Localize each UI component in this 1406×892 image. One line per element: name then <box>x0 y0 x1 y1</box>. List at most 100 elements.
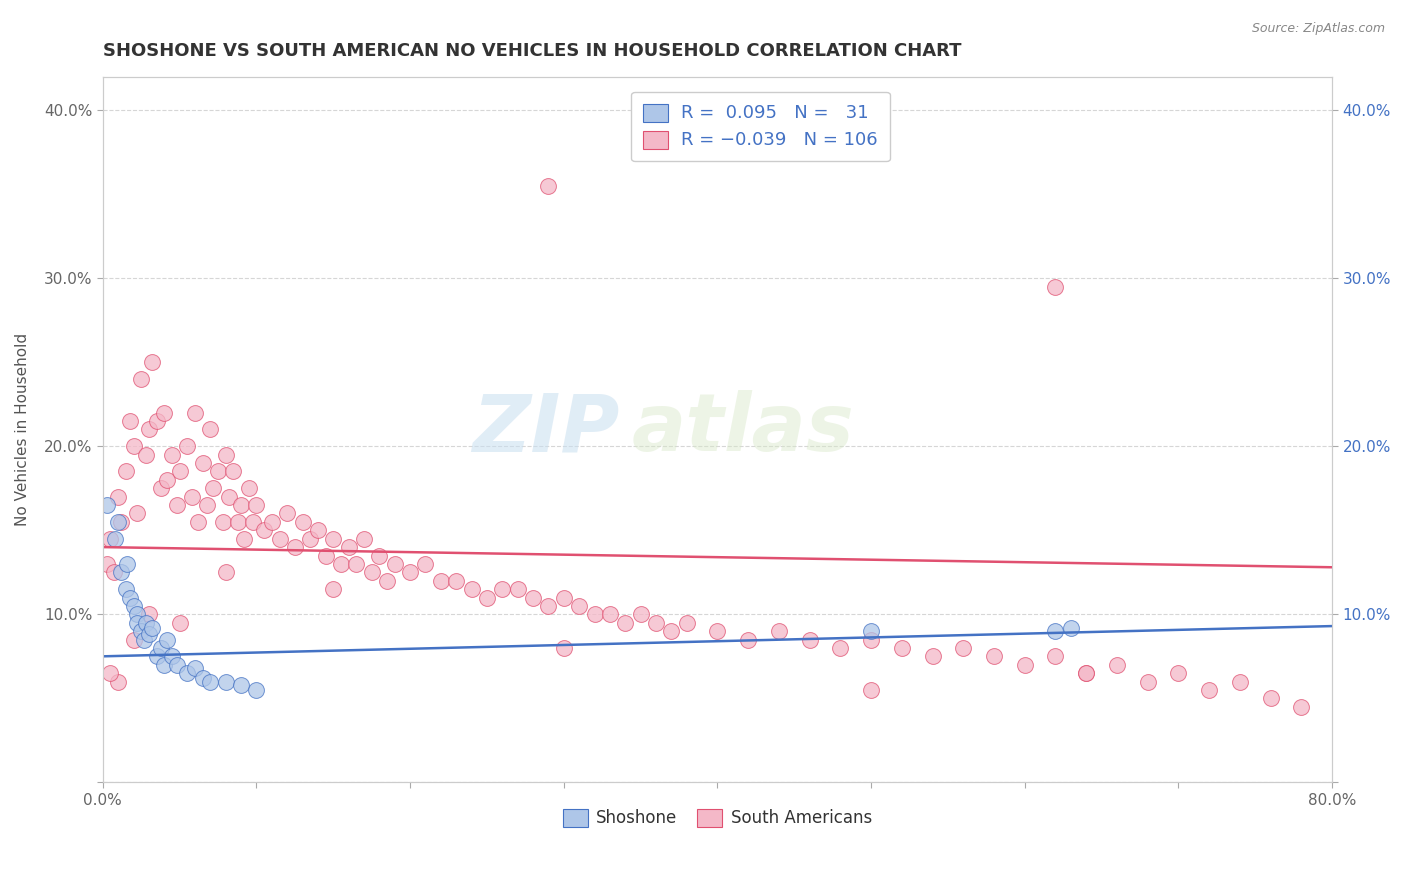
Point <box>129 624 152 639</box>
Point <box>284 540 307 554</box>
Point <box>1045 624 1067 639</box>
Point <box>120 414 142 428</box>
Text: ZIP: ZIP <box>472 391 619 468</box>
Point <box>269 532 291 546</box>
Point <box>103 566 125 580</box>
Point <box>1045 649 1067 664</box>
Point <box>153 406 176 420</box>
Point <box>100 666 122 681</box>
Point <box>100 532 122 546</box>
Point <box>253 524 276 538</box>
Point <box>737 632 759 647</box>
Point <box>799 632 821 647</box>
Point <box>353 532 375 546</box>
Point <box>150 640 173 655</box>
Point <box>1076 666 1098 681</box>
Point <box>599 607 621 622</box>
Point <box>156 473 179 487</box>
Point <box>1167 666 1189 681</box>
Point <box>860 632 883 647</box>
Point <box>537 599 560 613</box>
Point <box>384 557 406 571</box>
Point <box>195 498 218 512</box>
Point <box>368 549 391 563</box>
Point <box>522 591 544 605</box>
Point <box>1105 657 1128 672</box>
Point <box>117 557 139 571</box>
Point <box>138 607 160 622</box>
Point <box>207 465 229 479</box>
Point <box>1291 699 1313 714</box>
Point <box>187 515 209 529</box>
Point <box>122 632 145 647</box>
Point <box>96 498 118 512</box>
Point <box>506 582 529 596</box>
Point <box>215 448 238 462</box>
Point <box>166 657 188 672</box>
Point <box>145 414 167 428</box>
Point <box>475 591 498 605</box>
Text: atlas: atlas <box>631 391 853 468</box>
Point <box>1076 666 1098 681</box>
Point <box>645 615 668 630</box>
Point <box>134 632 156 647</box>
Point <box>614 615 637 630</box>
Point <box>952 640 974 655</box>
Point <box>1060 621 1083 635</box>
Point <box>360 566 382 580</box>
Point <box>229 498 252 512</box>
Point <box>1136 674 1159 689</box>
Point <box>191 671 214 685</box>
Point <box>768 624 790 639</box>
Point <box>860 682 883 697</box>
Legend: Shoshone, South Americans: Shoshone, South Americans <box>557 802 879 834</box>
Point <box>129 372 152 386</box>
Text: SHOSHONE VS SOUTH AMERICAN NO VEHICLES IN HOUSEHOLD CORRELATION CHART: SHOSHONE VS SOUTH AMERICAN NO VEHICLES I… <box>103 42 962 60</box>
Point <box>830 640 852 655</box>
Point <box>184 661 207 675</box>
Point <box>444 574 467 588</box>
Point <box>1229 674 1251 689</box>
Point <box>315 549 337 563</box>
Point <box>215 566 238 580</box>
Point <box>125 507 148 521</box>
Point <box>337 540 360 554</box>
Point <box>107 674 129 689</box>
Point <box>200 674 222 689</box>
Point <box>260 515 283 529</box>
Point <box>921 649 943 664</box>
Point <box>706 624 728 639</box>
Point <box>211 515 233 529</box>
Point <box>415 557 437 571</box>
Point <box>675 615 697 630</box>
Point <box>150 481 173 495</box>
Point <box>120 591 142 605</box>
Point <box>122 439 145 453</box>
Point <box>983 649 1005 664</box>
Point <box>238 481 260 495</box>
Point <box>215 674 238 689</box>
Point <box>141 621 163 635</box>
Point <box>107 490 129 504</box>
Point <box>233 532 256 546</box>
Point <box>107 515 129 529</box>
Point <box>553 640 575 655</box>
Point <box>491 582 513 596</box>
Point <box>184 406 207 420</box>
Point <box>104 532 127 546</box>
Point <box>229 678 252 692</box>
Point <box>430 574 453 588</box>
Point <box>110 515 132 529</box>
Point <box>138 422 160 436</box>
Point <box>291 515 314 529</box>
Point <box>375 574 398 588</box>
Point <box>322 582 344 596</box>
Point <box>630 607 652 622</box>
Point <box>169 615 191 630</box>
Point <box>160 649 183 664</box>
Point <box>860 624 883 639</box>
Point <box>166 498 188 512</box>
Point <box>145 649 167 664</box>
Point <box>460 582 482 596</box>
Point <box>135 448 157 462</box>
